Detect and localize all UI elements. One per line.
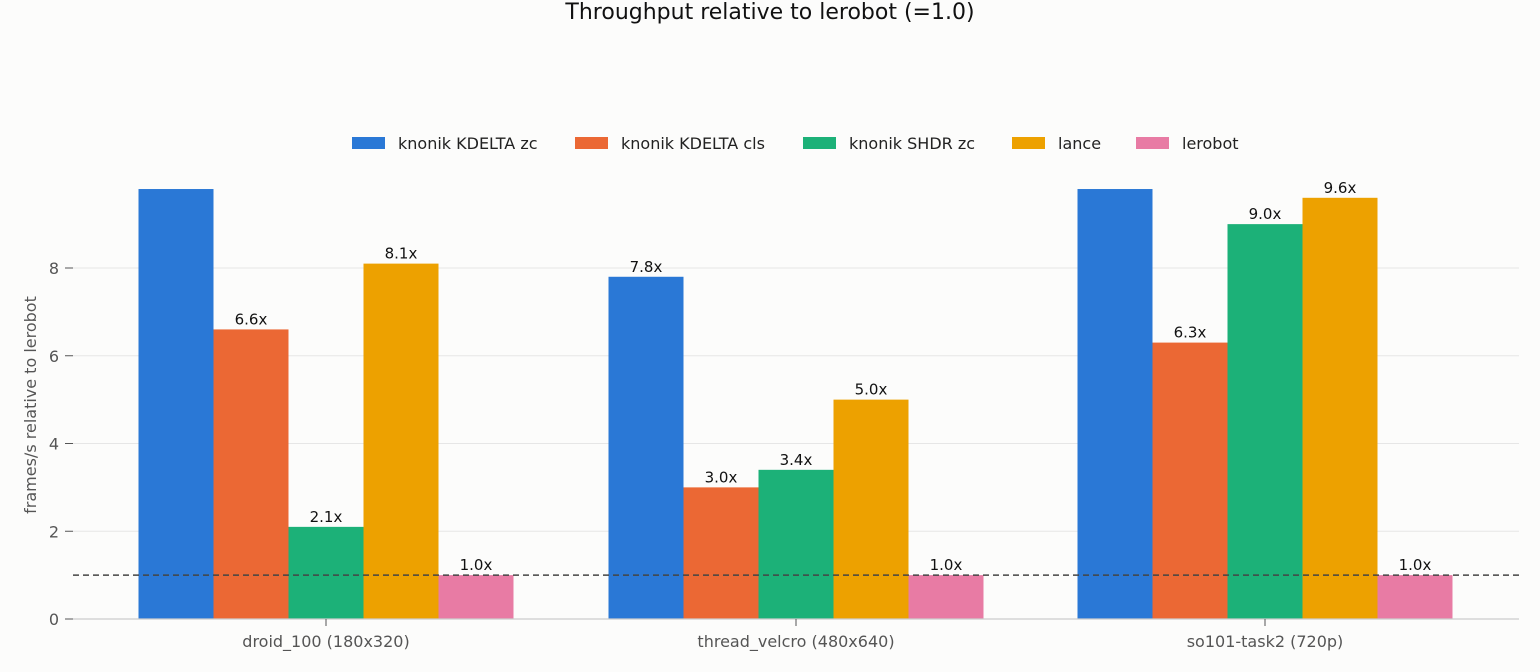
data-label: 1.0x [1399, 556, 1432, 574]
legend: knonik KDELTA zc knonik KDELTA cls knonik … [352, 134, 1239, 153]
legend-label: knonik SHDR zc [849, 134, 975, 153]
y-tick-label: 0 [49, 610, 59, 629]
x-tick-label: so101-task2 (720p) [1187, 632, 1344, 651]
bar [1377, 575, 1453, 619]
bar [1227, 224, 1303, 619]
legend-swatch [803, 137, 836, 149]
bar [288, 526, 364, 619]
bar [833, 399, 909, 619]
bar [908, 575, 984, 619]
bar [138, 189, 214, 619]
bar [1302, 197, 1378, 620]
chart-title: Throughput relative to lerobot (=1.0) [564, 0, 974, 25]
x-tick-label: droid_100 (180x320) [242, 632, 409, 652]
legend-swatch [352, 137, 385, 149]
y-tick-label: 8 [49, 259, 59, 278]
legend-label: knonik KDELTA cls [621, 134, 765, 153]
data-label: 7.8x [630, 258, 663, 276]
y-axis-label: frames/s relative to lerobot [21, 296, 40, 514]
bar [683, 487, 759, 619]
data-label: 1.0x [930, 556, 963, 574]
bar [438, 575, 514, 619]
legend-label: knonik KDELTA zc [398, 134, 538, 153]
legend-swatch [1136, 137, 1169, 149]
legend-swatch [575, 137, 608, 149]
data-label: 3.0x [705, 468, 738, 486]
bars [138, 189, 1453, 620]
legend-swatch [1012, 137, 1045, 149]
bar [608, 276, 684, 619]
axes: 0 2 4 6 8 droid_100 (180x320) thread_velcro (4… [49, 259, 1519, 652]
y-tick-label: 2 [49, 522, 59, 541]
data-label: 6.3x [1174, 324, 1207, 342]
legend-label: lerobot [1182, 134, 1239, 153]
data-label: 5.0x [855, 381, 888, 399]
x-tick-label: thread_velcro (480x640) [697, 632, 894, 652]
bar [1152, 342, 1228, 619]
bar [213, 329, 289, 619]
bar [363, 263, 439, 619]
data-label: 8.1x [385, 245, 418, 263]
y-tick-label: 4 [49, 435, 59, 454]
data-label: 1.0x [460, 556, 493, 574]
data-label: 2.1x [310, 508, 343, 526]
data-label: 9.6x [1324, 179, 1357, 197]
bar [1077, 189, 1153, 619]
data-labels: 6.6x 2.1x 8.1x 1.0x 7.8x 3.0x 3.4x 5.0x 1.0x 6.3x… [235, 179, 1432, 574]
y-tick-label: 6 [49, 347, 59, 366]
data-label: 6.6x [235, 310, 268, 328]
legend-label: lance [1058, 134, 1101, 153]
data-label: 9.0x [1249, 205, 1282, 223]
bar [758, 469, 834, 619]
data-label: 3.4x [780, 451, 813, 469]
